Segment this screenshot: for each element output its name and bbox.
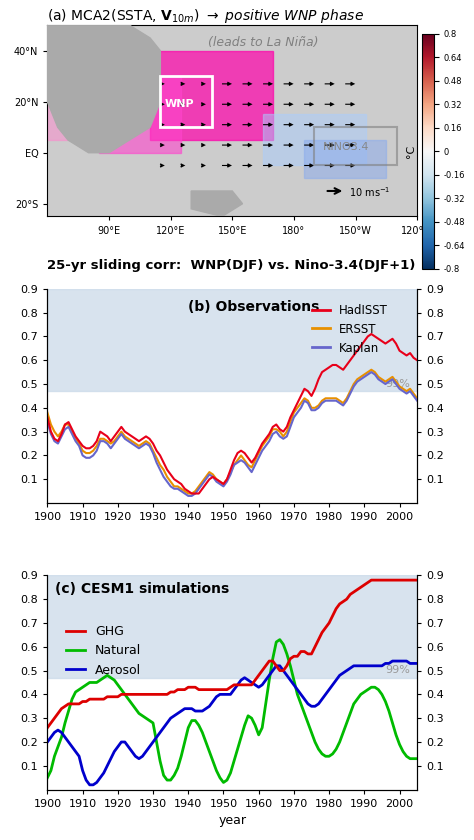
Legend: HadISST, ERSST, Kaplan: HadISST, ERSST, Kaplan xyxy=(307,299,393,360)
Text: (c) CESM1 simulations: (c) CESM1 simulations xyxy=(55,582,229,596)
Bar xyxy=(150,50,273,140)
Legend: GHG, Natural, Aerosol: GHG, Natural, Aerosol xyxy=(61,620,146,682)
Text: (a) MCA2(SSTA, $\mathbf{V}_{10m}$) $\rightarrow$ $\it{positive\ WNP\ phase}$: (a) MCA2(SSTA, $\mathbf{V}_{10m}$) $\rig… xyxy=(47,7,365,24)
X-axis label: year: year xyxy=(218,814,246,827)
Y-axis label: °C: °C xyxy=(406,144,416,158)
Bar xyxy=(47,575,417,678)
Text: 99%: 99% xyxy=(385,379,410,389)
Polygon shape xyxy=(191,191,243,217)
Bar xyxy=(99,76,181,153)
Text: (b) Observations: (b) Observations xyxy=(188,300,319,313)
Text: WNP: WNP xyxy=(164,99,194,109)
Text: 10 ms$^{-1}$: 10 ms$^{-1}$ xyxy=(349,186,391,199)
Text: 99%: 99% xyxy=(385,665,410,675)
Bar xyxy=(47,76,119,140)
Text: (leads to La Niña): (leads to La Niña) xyxy=(208,35,319,49)
Bar xyxy=(47,289,417,391)
Bar xyxy=(263,114,366,165)
Bar xyxy=(160,76,212,127)
Text: NINO3.4: NINO3.4 xyxy=(323,142,369,152)
Bar xyxy=(304,140,386,178)
Bar xyxy=(314,127,397,165)
Text: 25-yr sliding corr:  WNP(DJF) vs. Nino-3.4(DJF+1): 25-yr sliding corr: WNP(DJF) vs. Nino-3.… xyxy=(47,260,416,272)
Polygon shape xyxy=(47,25,160,153)
